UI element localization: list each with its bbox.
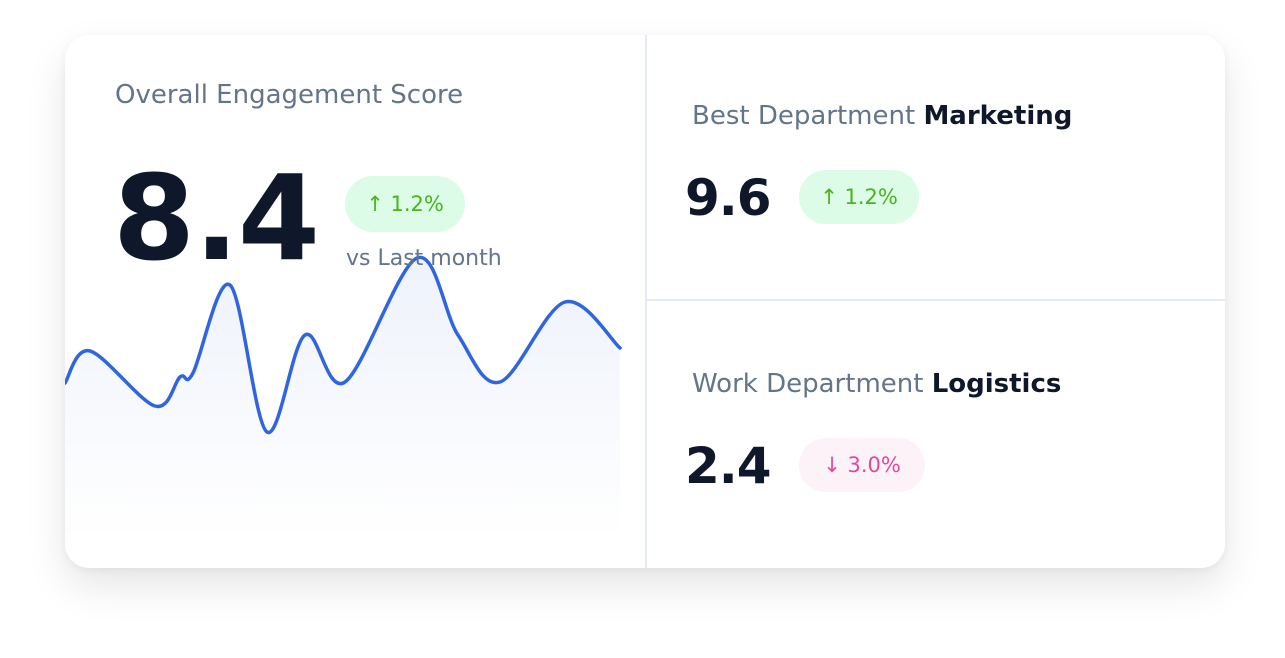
worst-label-row: Work Department Logistics — [692, 369, 1061, 399]
title: Overall Engagement Score — [115, 80, 464, 110]
department: Marketing — [923, 101, 1073, 131]
engagement-card: Overall Engagement Score 8.4 ↑ 1.2% vs L… — [65, 35, 1225, 568]
comparison-label: vs Last month — [346, 246, 502, 271]
divider — [645, 299, 1225, 301]
best-score: 9.6 — [685, 169, 772, 227]
department: Logistics — [931, 369, 1062, 399]
worst-score: 2.4 — [685, 437, 772, 495]
divider — [645, 35, 647, 568]
change-badge: ↑ 1.2% — [799, 170, 919, 224]
sparkline-area — [65, 257, 620, 540]
label: Best Department — [692, 101, 916, 131]
overall-score: 8.4 — [113, 149, 320, 287]
change-badge: ↑ 1.2% — [345, 176, 465, 232]
best-label-row: Best Department Marketing — [692, 101, 1072, 131]
change-badge: ↓ 3.0% — [799, 438, 925, 492]
sparkline-line — [65, 255, 622, 434]
label: Work Department — [692, 369, 924, 399]
sparkline-chart — [65, 255, 622, 540]
